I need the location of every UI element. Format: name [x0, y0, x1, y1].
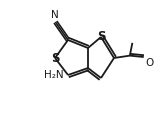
Text: S: S — [97, 30, 105, 44]
Text: H₂N: H₂N — [44, 70, 64, 80]
Text: O: O — [146, 58, 154, 68]
Text: N: N — [51, 10, 58, 20]
Text: S: S — [51, 52, 59, 64]
